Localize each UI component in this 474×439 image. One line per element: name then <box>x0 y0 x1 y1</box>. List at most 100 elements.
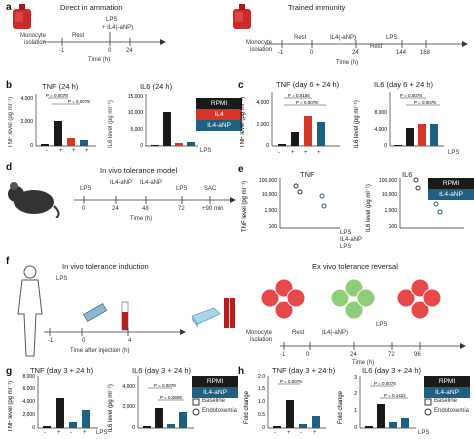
b-xlabel: LPS <box>200 148 212 154</box>
a-right-stage3: Rest <box>370 44 383 50</box>
svg-text:1: 1 <box>354 408 357 414</box>
f-lps-label: LPS <box>56 276 68 282</box>
h-xlabel: LPS <box>418 430 430 436</box>
h-legend-baseline: Baseline <box>434 398 458 404</box>
h-legend-il4anp: IL4-aNP <box>424 387 470 398</box>
svg-text:8,000: 8,000 <box>22 374 35 380</box>
c-xsign-1: - <box>278 150 280 156</box>
d-label-4: LPS <box>176 186 188 192</box>
d-title: In vivo tolerance model <box>100 166 178 175</box>
svg-text:IL6 level (pg ml⁻¹): IL6 level (pg ml⁻¹) <box>108 384 114 432</box>
h-il6-title: IL6 (day 3 + 24 h) <box>362 366 421 375</box>
a-left-axis: Time (h) <box>88 57 111 63</box>
c-xsign-4: + <box>317 150 321 156</box>
f-stage4: LPS <box>376 322 388 328</box>
svg-text:10,000: 10,000 <box>262 192 278 198</box>
e-tnf-title: TNF <box>300 170 315 179</box>
legend-il4: IL4 <box>196 109 242 120</box>
b-il6-title: IL6 (24 h) <box>140 82 173 91</box>
panel-letter-h: h <box>238 366 245 377</box>
svg-text:10,000: 10,000 <box>128 110 144 116</box>
d-tick-5: +90 min <box>202 206 224 212</box>
svg-text:2: 2 <box>354 391 357 397</box>
b-xsign-3: + <box>72 148 76 154</box>
a-left-timeline <box>44 32 166 46</box>
panel-letter-d: d <box>6 162 13 173</box>
svg-text:0: 0 <box>140 143 143 149</box>
d-axis: Time (h) <box>130 216 153 222</box>
h-xsign-2: + <box>287 430 291 436</box>
svg-text:4,000: 4,000 <box>22 399 35 405</box>
a-left-lps-label: LPS <box>106 17 118 23</box>
svg-text:0: 0 <box>262 425 265 431</box>
svg-text:1,000: 1,000 <box>384 208 397 214</box>
e-row-3: LPS <box>340 244 352 250</box>
g-xsign-2: + <box>57 430 61 436</box>
plate-icon <box>191 307 221 328</box>
d-label-5: SAC <box>204 186 217 192</box>
svg-text:0: 0 <box>32 425 35 431</box>
a-right-title: Trained immunity <box>288 3 346 12</box>
a-left-title: Direct in ammation <box>60 3 123 12</box>
c-xsign-2: + <box>291 150 295 156</box>
panel-letter-g: g <box>6 366 13 377</box>
f-right-title: Ex vivo tolerance reversal <box>312 262 398 271</box>
svg-text:TNF level (pg ml⁻¹): TNF level (pg ml⁻¹) <box>242 181 248 232</box>
mouse-icon <box>8 182 60 218</box>
human-figure-icon <box>17 265 43 357</box>
f-tick-3: 4 <box>128 338 132 344</box>
svg-text:2,000: 2,000 <box>22 412 35 418</box>
f-rtick-5: 96 <box>414 352 421 358</box>
a-right-tick-2: 0 <box>310 50 314 56</box>
svg-text:P = 0.0078: P = 0.0078 <box>280 379 302 384</box>
blood-bag-icon <box>13 4 31 29</box>
blood-tube-icon <box>224 298 235 328</box>
a-left-tick-3: 24 <box>126 48 133 54</box>
f-stage1b: isolation <box>250 337 273 343</box>
g-charts: TNF level (pg ml⁻¹) 0 2,000 4,000 6,000 … <box>8 374 194 432</box>
svg-text:IL6 level (pg ml⁻¹): IL6 level (pg ml⁻¹) <box>108 100 114 148</box>
svg-text:2.0: 2.0 <box>258 374 265 380</box>
svg-text:IL6 level (pg ml⁻¹): IL6 level (pg ml⁻¹) <box>366 184 372 232</box>
g-legend-baseline: Baseline <box>202 398 226 404</box>
g-tnf-title: TNF (day 3 + 24 h) <box>30 366 94 375</box>
panel-letter-b: b <box>6 80 13 91</box>
g-il6-title: IL6 (day 3 + 24 h) <box>132 366 191 375</box>
a-right-stage1b: isolation <box>250 47 273 53</box>
svg-text:100: 100 <box>389 224 398 230</box>
b-xsign-2: + <box>59 148 63 154</box>
g-xsign-1: - <box>44 430 46 436</box>
svg-text:P = 0.0078: P = 0.0078 <box>68 99 90 104</box>
f-right-timeline <box>280 342 466 350</box>
svg-text:4,000: 4,000 <box>122 384 135 390</box>
endotoxemia-marker-icon <box>424 408 432 416</box>
d-tick-4: 72 <box>178 206 185 212</box>
svg-text:0.5: 0.5 <box>258 412 265 418</box>
a-left-stage2: Rest <box>72 33 85 39</box>
d-tick-2: 24 <box>112 206 119 212</box>
e-row-2: IL4-aNP <box>340 237 363 243</box>
cell-clusters-icon <box>260 278 442 320</box>
svg-text:100,000: 100,000 <box>379 178 397 184</box>
baseline-marker-icon <box>424 398 432 406</box>
e-legend-il4anp: IL4-aNP <box>428 189 474 200</box>
svg-text:100: 100 <box>269 224 278 230</box>
c-xlabel: LPS <box>448 150 460 156</box>
b-xsign-4: + <box>85 148 89 154</box>
svg-text:1.5: 1.5 <box>258 386 265 392</box>
a-left-stage1: Monocyte <box>20 33 47 39</box>
c-tnf-title: TNF (day 6 + 24 h) <box>276 80 340 89</box>
legend-il4anp: IL4-aNP <box>196 120 242 131</box>
a-right-il4-label: IL4(-aNP) <box>330 35 357 41</box>
d-tick-1: 0 <box>82 206 86 212</box>
svg-text:5,000: 5,000 <box>130 127 143 133</box>
svg-text:P = 0.0078: P = 0.0078 <box>296 100 318 105</box>
svg-text:P = 0.0078: P = 0.0078 <box>374 381 396 386</box>
f-rtick-4: 72 <box>388 352 395 358</box>
svg-text:3: 3 <box>354 375 357 381</box>
f-left-title: In vivo tolerance induction <box>62 262 149 271</box>
svg-text:P = 0.1422: P = 0.1422 <box>384 393 406 398</box>
svg-text:0: 0 <box>354 425 357 431</box>
b-charts: TNF level (pg ml⁻¹) 0 2,000 4,000 P = 0.… <box>8 93 198 149</box>
svg-text:10,000: 10,000 <box>382 192 398 198</box>
